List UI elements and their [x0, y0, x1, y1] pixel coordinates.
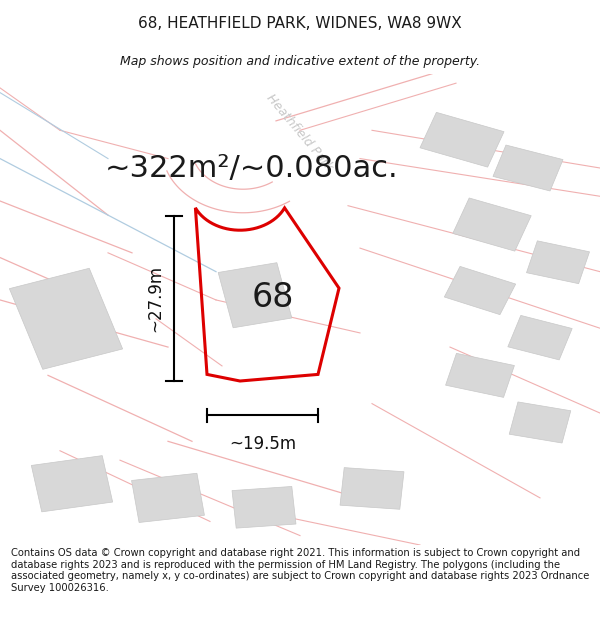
Text: 68: 68 [252, 281, 294, 314]
Text: Heathfield Park: Heathfield Park [264, 92, 336, 174]
Polygon shape [232, 486, 296, 528]
Text: Map shows position and indicative extent of the property.: Map shows position and indicative extent… [120, 55, 480, 68]
Polygon shape [508, 316, 572, 360]
Polygon shape [446, 353, 514, 398]
Polygon shape [453, 198, 531, 251]
Text: 68, HEATHFIELD PARK, WIDNES, WA8 9WX: 68, HEATHFIELD PARK, WIDNES, WA8 9WX [138, 16, 462, 31]
Polygon shape [31, 456, 113, 512]
Text: ~27.9m: ~27.9m [146, 265, 164, 332]
Polygon shape [526, 241, 590, 284]
Polygon shape [131, 473, 205, 522]
Polygon shape [340, 468, 404, 509]
Polygon shape [10, 268, 122, 369]
Polygon shape [493, 145, 563, 191]
Polygon shape [420, 112, 504, 167]
Text: Contains OS data © Crown copyright and database right 2021. This information is : Contains OS data © Crown copyright and d… [11, 548, 589, 593]
Polygon shape [445, 266, 515, 314]
Text: ~19.5m: ~19.5m [229, 435, 296, 453]
Polygon shape [509, 402, 571, 443]
Polygon shape [218, 262, 292, 328]
Text: ~322m²/~0.080ac.: ~322m²/~0.080ac. [105, 154, 399, 182]
